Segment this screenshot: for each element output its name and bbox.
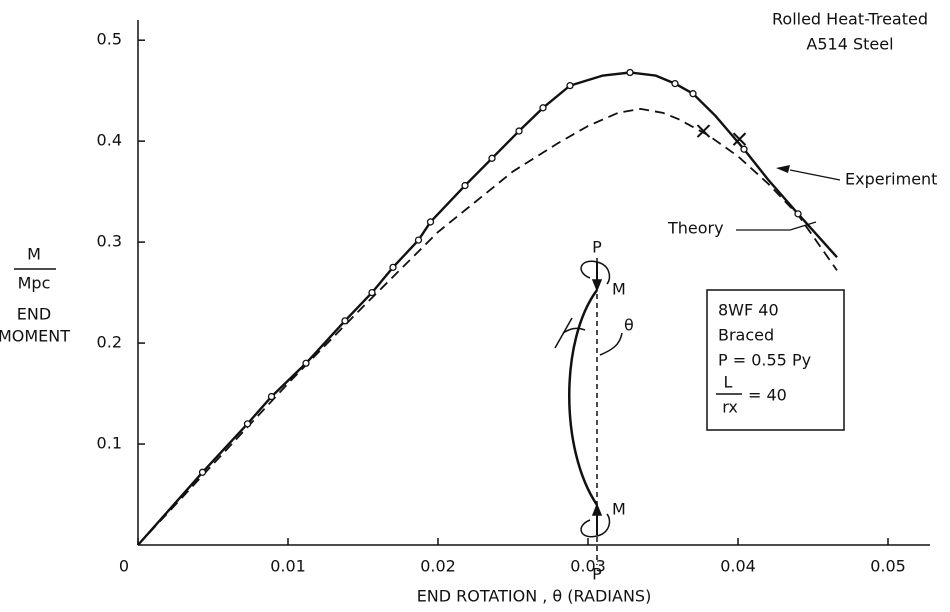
y-label-text: END [17,305,51,324]
data-point [368,288,376,297]
diagram-label: M [612,280,626,299]
data-point [461,181,469,190]
data-point [539,104,547,112]
x-marker [732,132,747,146]
data-point [426,218,435,226]
y-label-num: M [27,245,41,264]
data-point [414,236,423,244]
info-box [706,289,845,431]
y-label-den: Mpc [18,274,51,293]
x-tick-label: 0.04 [720,557,756,576]
x-tick-label: 0.01 [270,557,306,576]
box-text: P = 0.55 Py [718,351,811,370]
annotation: Rolled Heat-Treated [772,10,928,29]
data-point [389,263,397,272]
series-label: Experiment [845,170,937,189]
box-text: = 40 [748,386,787,405]
column-diagram [554,258,623,565]
data-point [740,145,748,153]
data-point [243,420,252,428]
data-point [626,68,634,77]
data-point [671,79,679,88]
data-point [488,154,496,162]
y-tick-label: 0.3 [97,232,122,251]
data-point [341,317,349,325]
x-tick-label: 0.03 [570,557,606,576]
box-text: 8WF 40 [718,301,779,320]
y-tick-label: 0.5 [97,30,122,49]
box-text: Braced [718,326,774,345]
data-point [302,359,310,367]
leader-line [789,169,841,181]
diagram-label: M [612,500,626,519]
x-marker [696,124,711,138]
data-point [267,392,276,401]
data-point [515,127,523,135]
data-point [689,90,697,98]
diagram-label: P [592,238,602,257]
box-text: rx [722,398,738,417]
y-tick-label: 0.2 [97,333,122,352]
y-tick-label: 0.1 [97,434,122,453]
annotation: A514 Steel [806,35,893,54]
box-text: L [724,373,733,392]
data-point [794,210,802,218]
leader-line [789,221,817,231]
y-tick-label: 0.4 [97,131,122,150]
x-tick-label: 0.02 [420,557,456,576]
data-point [566,81,574,90]
diagram-label: θ [624,316,634,335]
series-label: Theory [667,219,724,238]
y-label-text: MOMENT [0,327,70,346]
x-tick-label: 0.05 [870,557,906,576]
x-axis-label: END ROTATION , θ (RADIANS) [417,587,652,606]
arrowhead [776,165,790,173]
diagram-label: P [592,565,602,584]
series-line [137,107,838,546]
data-point [198,468,207,476]
x-tick-label: 0 [119,557,129,576]
